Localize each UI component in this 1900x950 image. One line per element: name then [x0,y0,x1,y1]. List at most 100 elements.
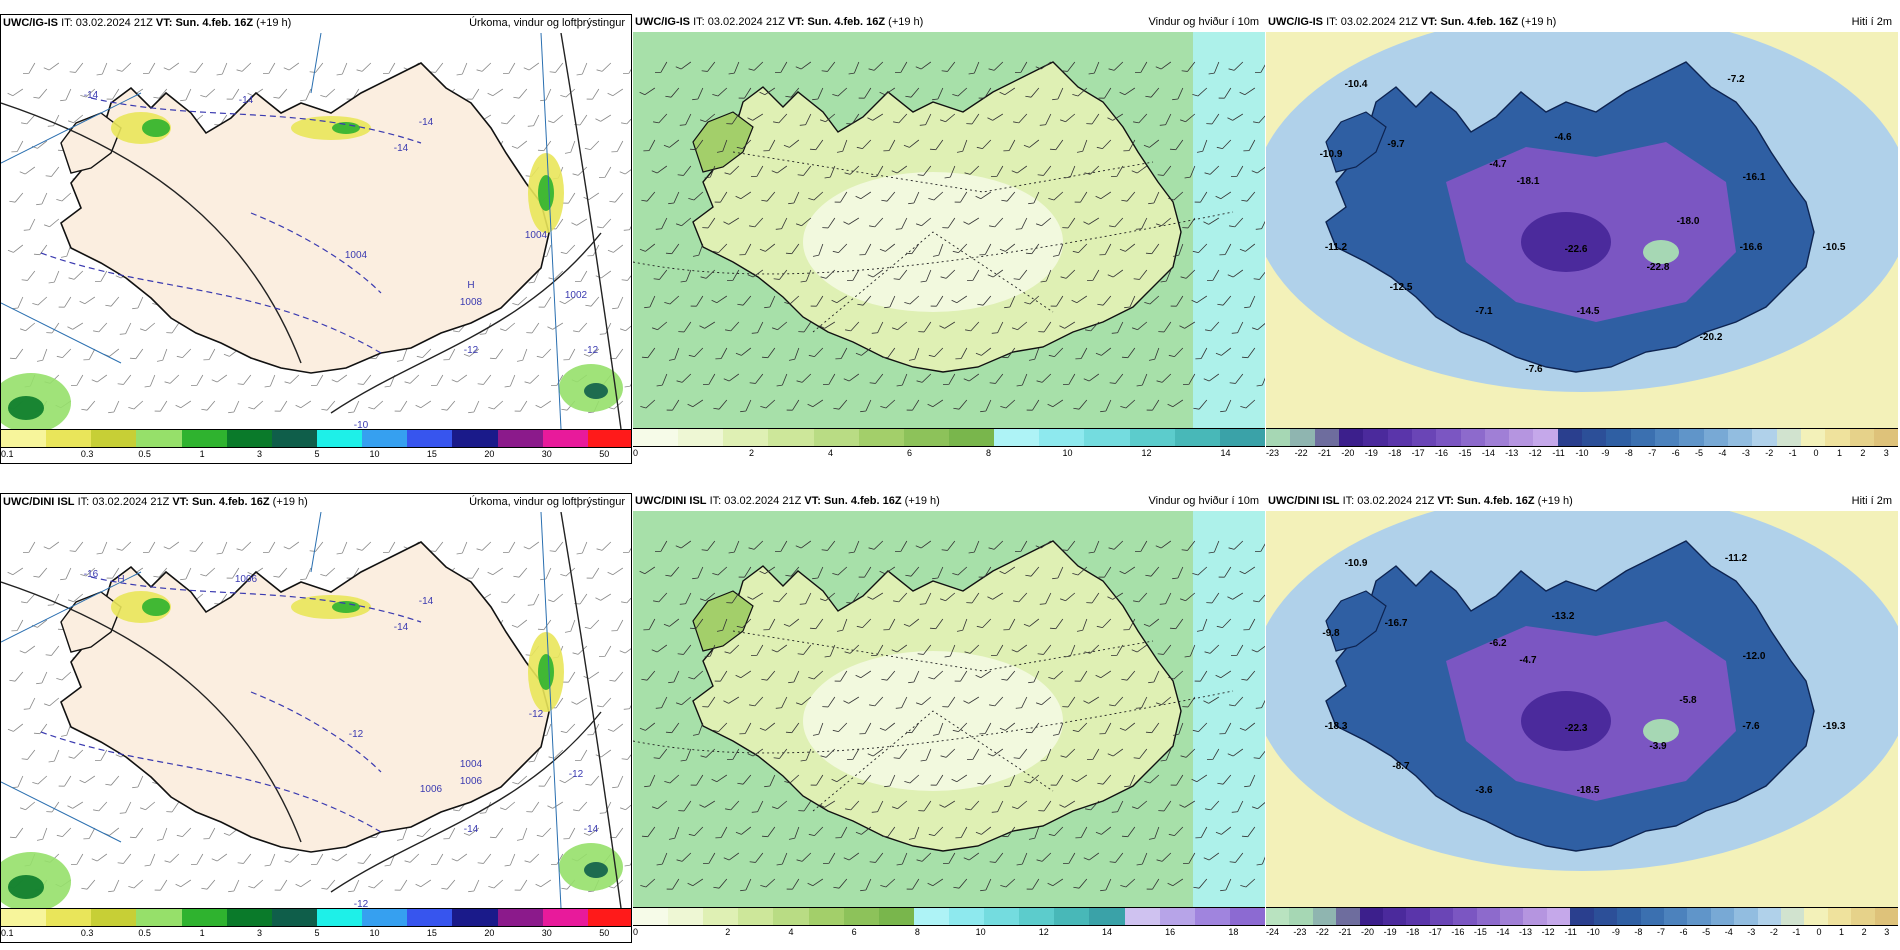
wind-barb [1136,373,1148,387]
colorbar-tick: 15 [426,928,437,938]
wind-barb [1218,566,1232,578]
wind-barb [1061,61,1076,72]
wind-barb [1015,217,1028,230]
wind-barb [44,697,60,707]
wind-barb [540,88,552,102]
panel-header: UWC/DINI ISL IT: 03.02.2024 21Z VT: Sun.… [1,494,631,511]
wind-barb [1013,113,1028,124]
wind-barb [563,348,576,361]
wind-barb [153,88,168,99]
wind-barb [930,295,944,307]
wind-barb [1220,399,1232,413]
wind-barb [1208,540,1220,554]
colorbar-swatch [1084,429,1130,446]
wind-barb [712,87,728,97]
wind-barb [1184,165,1196,179]
wind-barb [823,373,836,385]
wind-barb [596,541,612,551]
wind-barb [1012,800,1028,810]
colorbar-tick: 2 [1860,448,1866,458]
wind-barb [548,114,564,124]
wind-barb [835,347,848,360]
wind-barb [760,399,776,409]
map-label: -13.2 [1552,611,1575,622]
wind-barb [942,217,956,229]
wind-barb [476,62,492,72]
wind-barb [763,139,776,152]
wind-barb [164,853,180,863]
wind-barb [820,113,836,123]
wind-barb [1040,269,1052,283]
wind-barb [119,801,132,814]
colorbar-tick: -15 [1473,927,1487,937]
wind-barb [1135,217,1148,230]
wind-barb [1107,592,1124,600]
colorbar-swatch [948,429,995,446]
wind-barb [48,749,60,763]
wind-barb [1085,321,1100,332]
wind-barb [749,373,764,384]
wind-barb [573,322,588,333]
wind-barb [868,61,884,71]
wind-barb [584,619,600,630]
wind-barb [788,826,800,840]
wind-barb [1172,722,1184,736]
wind-barb [489,827,504,839]
wind-barb [11,140,24,153]
wind-barb [1182,696,1196,708]
wind-barb [1111,165,1124,177]
wind-barb [69,541,84,552]
wind-barb [564,140,576,154]
wind-barb [1203,373,1220,382]
wind-barb [527,114,540,127]
wind-barb [516,827,528,841]
wind-barb [1000,878,1016,888]
wind-barb [904,774,920,784]
wind-barb [952,722,968,733]
model-name: UWC/DINI ISL [1268,495,1340,507]
wind-barb [641,826,656,838]
wind-barb [1095,826,1112,835]
wind-barb [586,88,600,100]
wind-barb [1131,644,1148,653]
wind-barb [1097,295,1112,306]
colorbar-swatch [668,908,704,925]
vt-value: Sun. 4.feb. 16Z [1456,495,1535,507]
wind-barb [1059,321,1076,329]
wind-barb [108,879,120,893]
wind-barb [906,399,920,411]
wind-barb [1038,321,1052,333]
colorbar-tick: 4 [827,448,834,458]
wind-barb [119,322,132,335]
lead-time: (+19 h) [1537,495,1573,507]
wind-barb [843,852,860,861]
wind-barb [1182,217,1196,229]
wind-barb [1011,644,1028,653]
colorbar-swatch [773,908,809,925]
wind-barb [1121,347,1136,359]
wind-barb [1111,800,1124,813]
wind-barb [228,879,240,893]
it-label: IT: [77,496,90,508]
map-label: -7.2 [1727,74,1745,85]
wind-barb [132,775,144,789]
map-label: -12 [349,729,364,740]
wind-barb [1074,191,1088,203]
wind-barb [879,87,896,96]
wind-barb [572,645,588,655]
wind-barb [999,243,1016,252]
wind-barb [1168,826,1184,837]
wind-barb [1071,295,1088,304]
wind-barb [653,113,668,124]
wind-barb [690,295,704,307]
wind-barb [1085,800,1100,811]
wind-barb [940,592,956,602]
colorbar-swatch [1630,429,1655,446]
colorbar-tick: -10 [1586,927,1600,937]
wind-barb [978,566,992,578]
map-label: -11.2 [1725,553,1748,564]
wind-barb [1133,592,1148,603]
wind-barb [620,801,631,811]
wind-barb [311,853,324,865]
colorbar-swatch [1039,429,1085,446]
